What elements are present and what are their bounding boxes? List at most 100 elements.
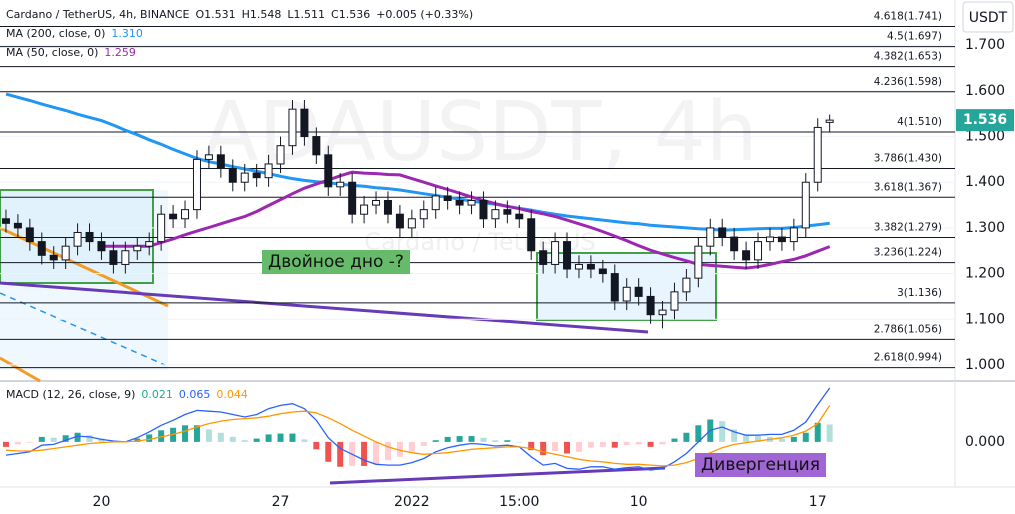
candle-body	[288, 108, 297, 147]
candle-body	[825, 119, 834, 123]
histogram-bar	[146, 434, 153, 442]
y-tick-label: 1.300	[965, 220, 1005, 236]
currency-button[interactable]	[962, 1, 1014, 33]
ohlc-close: C1.536	[331, 8, 371, 21]
candle-body	[181, 209, 190, 220]
candle-body	[228, 168, 237, 183]
candle-body	[324, 154, 333, 188]
histogram-bar	[719, 421, 726, 442]
histogram-bar	[814, 422, 821, 442]
macd-title: MACD (12, 26, close, 9)	[6, 388, 136, 401]
fib-label: 3.618(1.367)	[874, 181, 942, 193]
histogram-bar	[289, 433, 296, 442]
candle-body	[598, 268, 607, 275]
histogram-bar	[623, 441, 630, 446]
histogram-bar	[552, 441, 559, 451]
candle-body	[312, 136, 321, 156]
fib-label: 4(1.510)	[897, 116, 942, 128]
candle-body	[467, 200, 476, 206]
candle-body	[479, 200, 488, 220]
pattern-box	[0, 189, 154, 284]
histogram-bar	[134, 438, 141, 442]
histogram-bar	[587, 441, 594, 448]
candle-body	[515, 213, 524, 220]
histogram-bar	[373, 441, 380, 465]
candle-body	[658, 309, 667, 316]
dashed-line	[0, 292, 166, 366]
candle-body	[551, 241, 560, 265]
candle-body	[419, 209, 428, 220]
candle-body	[372, 200, 381, 206]
candle-body	[61, 245, 70, 261]
histogram-bar	[38, 436, 45, 442]
y-tick-label: 1.000	[965, 357, 1005, 373]
histogram-bar	[86, 435, 93, 442]
histogram-bar	[516, 441, 523, 443]
histogram-bar	[575, 441, 582, 452]
histogram-bar	[468, 436, 475, 442]
candle-body	[646, 295, 655, 316]
candle-body	[443, 195, 452, 202]
macd-value: 0.044	[216, 388, 248, 401]
histogram-bar	[790, 436, 797, 442]
candle-body	[586, 263, 595, 270]
histogram-bar	[671, 438, 678, 442]
candle-body	[25, 227, 34, 243]
x-tick-label: 10	[630, 494, 648, 510]
histogram-bar	[432, 440, 439, 442]
candle-body	[192, 158, 201, 211]
histogram-bar	[396, 441, 403, 457]
candle-body	[670, 291, 679, 311]
y-tick-label: 1.600	[965, 83, 1005, 99]
y-tick-label: 1.400	[965, 174, 1005, 190]
trend-line	[0, 281, 649, 334]
candle-body	[49, 254, 58, 261]
histogram-bar	[611, 441, 618, 448]
candle-body	[252, 172, 261, 179]
candle-body	[13, 222, 22, 229]
ma-name: MA (50, close, 0)	[6, 46, 99, 59]
symbol-legend: Cardano / TetherUS, 4h, BINANCE O1.531 H1.…	[6, 8, 479, 21]
histogram-bar	[599, 441, 606, 447]
histogram-bar	[755, 436, 762, 442]
histogram-bar	[492, 440, 499, 442]
candle-body	[383, 200, 392, 215]
histogram-bar	[635, 441, 642, 445]
ma-name: MA (200, close, 0)	[6, 27, 106, 40]
candle-body	[204, 154, 213, 160]
candle-body	[348, 181, 357, 215]
histogram-bar	[193, 425, 200, 442]
watermark: ADAUSDT, 4h	[202, 85, 757, 180]
macd-legend: MACD (12, 26, close, 9) 0.021 0.065 0.044	[6, 388, 254, 401]
fib-label: 4.236(1.598)	[874, 76, 942, 88]
candle-body	[730, 236, 739, 252]
histogram-bar	[743, 434, 750, 442]
macd-line	[5, 405, 831, 467]
candle-body	[264, 163, 273, 179]
annotation: Двойное дно -?	[262, 250, 410, 274]
candle-body	[574, 263, 583, 270]
candle-body	[169, 213, 178, 220]
fib-label: 4.382(1.653)	[874, 51, 942, 63]
price-label-box	[956, 109, 1014, 132]
candle-body	[37, 241, 46, 256]
histogram-bar	[337, 441, 344, 467]
histogram-bar	[50, 437, 57, 442]
fib-label: 4.618(1.741)	[874, 10, 942, 22]
fib-label: 3(1.136)	[897, 287, 942, 299]
histogram-bar	[683, 432, 690, 442]
histogram-bar	[480, 437, 487, 442]
histogram-bar	[241, 440, 248, 442]
candle-body	[216, 154, 225, 170]
currency[interactable]: USDT	[969, 10, 1008, 26]
macd-line	[5, 387, 831, 471]
fib-label: 3.786(1.430)	[874, 153, 942, 165]
histogram-bar	[98, 438, 105, 442]
candle-body	[1, 218, 10, 224]
candle-body	[610, 273, 619, 302]
candle-body	[754, 241, 763, 261]
histogram-bar	[74, 432, 81, 442]
histogram-bar	[14, 441, 21, 445]
